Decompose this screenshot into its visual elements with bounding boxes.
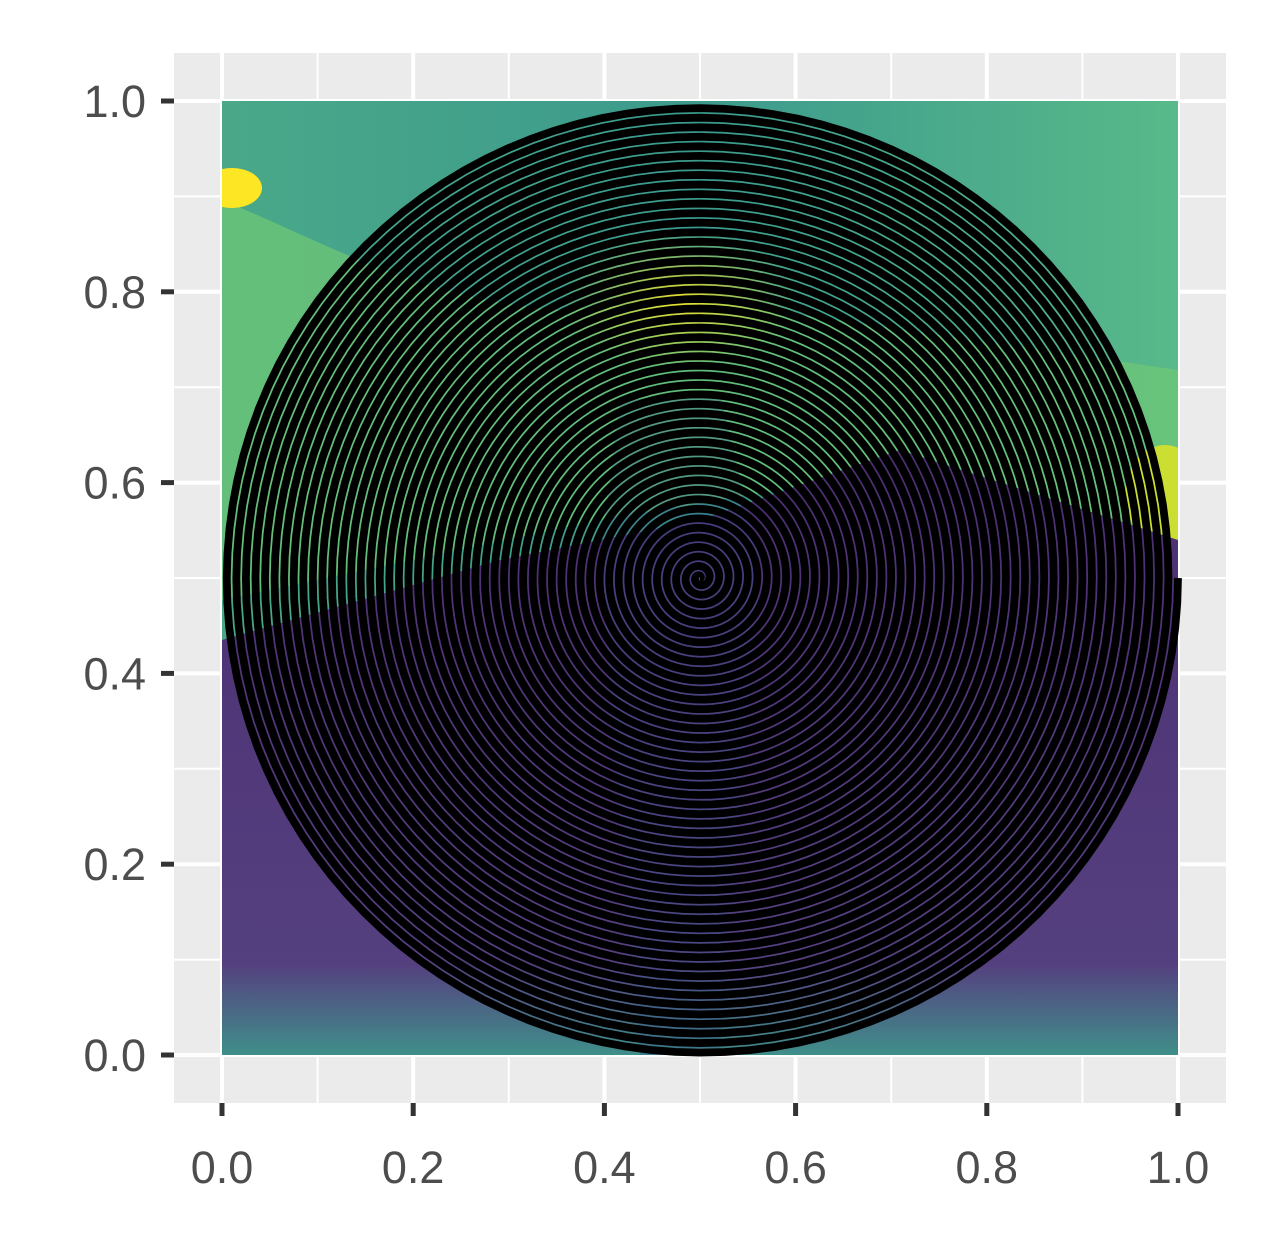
y-tick-label: 1.0 [83, 76, 146, 127]
y-tick-label: 0.4 [83, 648, 146, 699]
x-axis: 0.0 0.2 0.4 0.6 0.8 1.0 [191, 1103, 1210, 1193]
y-tick-label: 0.2 [83, 839, 146, 890]
raster-bright-left [222, 168, 262, 208]
x-tick-label: 1.0 [1147, 1142, 1210, 1193]
x-tick-label: 0.2 [382, 1142, 445, 1193]
y-tick-label: 0.8 [83, 267, 146, 318]
y-tick-label: 0.0 [83, 1030, 146, 1081]
x-tick-label: 0.6 [764, 1142, 827, 1193]
x-tick-label: 0.8 [956, 1142, 1019, 1193]
x-tick-label: 0.4 [573, 1142, 636, 1193]
spiral-line [222, 104, 1182, 1057]
y-axis: 0.0 0.2 0.4 0.6 0.8 1.0 [83, 76, 174, 1081]
x-tick-label: 0.0 [191, 1142, 254, 1193]
y-tick-label: 0.6 [83, 458, 146, 509]
